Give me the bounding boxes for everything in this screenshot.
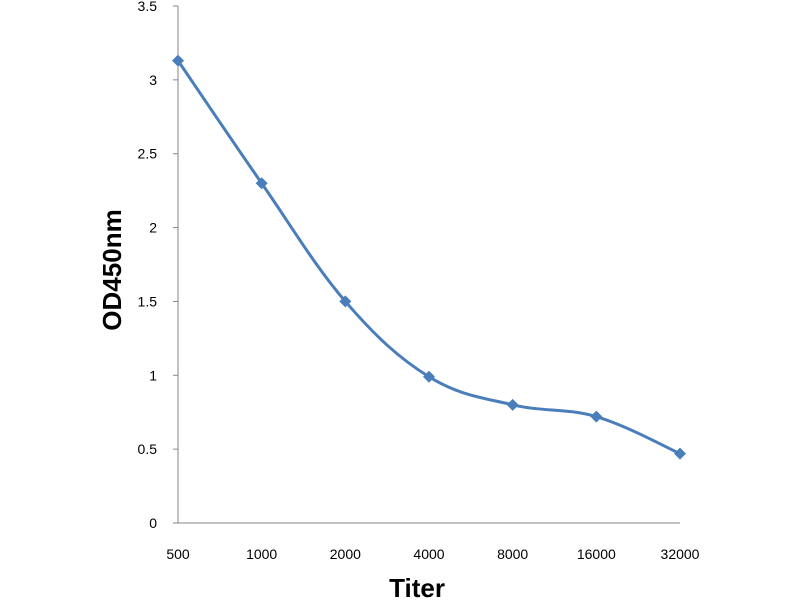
x-tick-label: 1000 xyxy=(246,546,277,562)
y-tick-label: 2 xyxy=(149,220,157,236)
x-tick-label: 16000 xyxy=(577,546,616,562)
x-tick-label: 2000 xyxy=(330,546,361,562)
x-tick-label: 500 xyxy=(166,546,190,562)
series-group xyxy=(172,54,686,460)
y-axis-title: OD450nm xyxy=(97,209,127,330)
y-tick-label: 1 xyxy=(149,367,157,383)
data-point-marker xyxy=(590,410,603,423)
y-tick-label: 2.5 xyxy=(138,146,158,162)
y-tick-label: 1.5 xyxy=(138,293,158,309)
data-point-marker xyxy=(255,177,268,190)
y-tick-label: 0.5 xyxy=(138,441,158,457)
data-point-marker xyxy=(172,54,184,67)
x-axis-title: Titer xyxy=(389,573,445,600)
y-tick-label: 0 xyxy=(149,515,157,531)
data-point-marker xyxy=(674,447,686,460)
y-tick-label: 3 xyxy=(149,72,157,88)
x-tick-label: 4000 xyxy=(413,546,444,562)
data-point-marker xyxy=(506,398,519,411)
x-axis-ticks: 500 1000 2000 4000 8000 16000 32000 xyxy=(166,546,699,562)
data-point-marker xyxy=(339,295,352,308)
series-line xyxy=(176,59,681,455)
x-tick-label: 32000 xyxy=(661,546,700,562)
x-tick-label: 8000 xyxy=(497,546,528,562)
data-point-marker xyxy=(423,370,435,383)
y-tick-label: 3.5 xyxy=(138,0,158,14)
y-axis-ticks: 0 0.5 1 1.5 2 2.5 3 3.5 xyxy=(138,0,178,531)
